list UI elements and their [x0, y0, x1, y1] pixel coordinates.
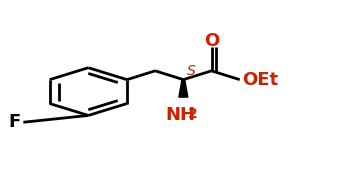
Text: S: S — [187, 64, 196, 78]
Text: OEt: OEt — [243, 71, 278, 89]
Text: NH: NH — [165, 106, 195, 124]
Polygon shape — [179, 80, 188, 97]
Text: 2: 2 — [188, 107, 198, 121]
Text: F: F — [8, 113, 21, 131]
Text: O: O — [204, 31, 219, 50]
